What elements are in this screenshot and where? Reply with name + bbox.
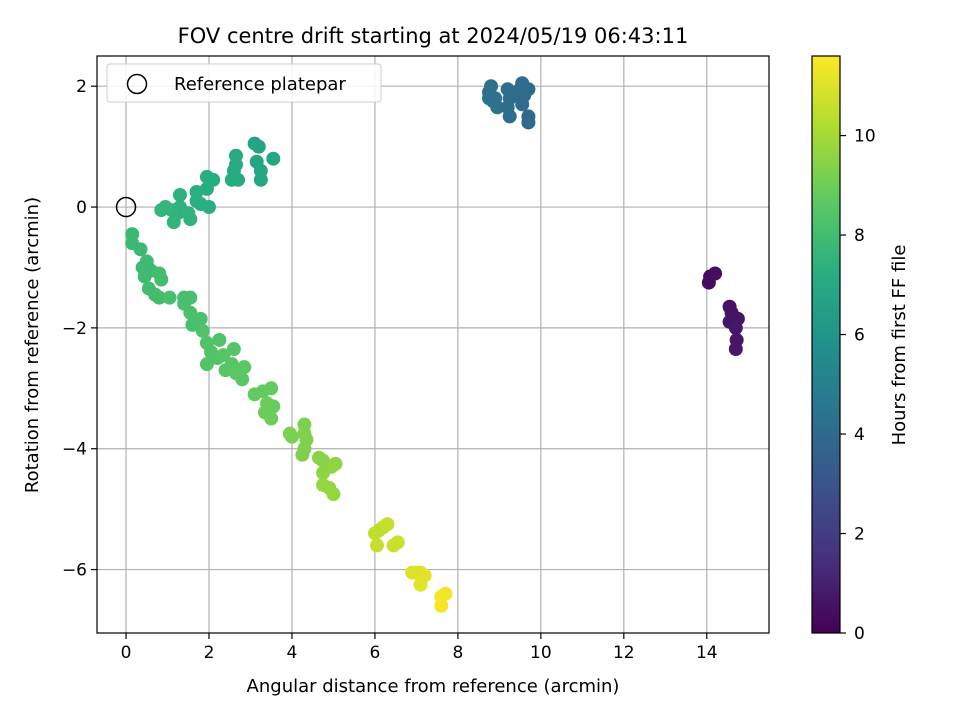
x-tick-label: 2	[204, 643, 215, 663]
data-point	[202, 200, 216, 215]
data-point	[515, 97, 530, 112]
y-tick-label: −4	[62, 440, 87, 460]
x-tick-label: 14	[696, 643, 718, 663]
colorbar-tick-label: 10	[854, 127, 876, 147]
data-point	[264, 411, 279, 426]
colorbar-tick-label: 2	[854, 525, 865, 545]
colorbar-label: Hours from first FF file	[889, 245, 910, 446]
data-point	[728, 342, 743, 357]
data-point	[133, 242, 148, 257]
data-point	[137, 269, 152, 284]
data-point	[728, 320, 743, 335]
data-point	[172, 187, 187, 202]
data-point	[152, 290, 167, 305]
data-point	[521, 82, 536, 97]
data-point	[235, 372, 250, 387]
colorbar-gradient	[811, 55, 841, 634]
legend-box	[106, 63, 382, 103]
data-point	[158, 200, 173, 215]
colorbar-tick-label: 4	[854, 425, 865, 445]
grid	[97, 56, 769, 633]
colorbar-tick-label: 0	[854, 624, 865, 644]
colorbar-tick-label: 6	[854, 326, 865, 346]
y-axis-ticks: −6 −4 −2 0 2	[62, 77, 97, 581]
data-point	[390, 535, 405, 550]
data-point	[154, 272, 169, 287]
data-point	[212, 332, 227, 347]
x-axis-label: Angular distance from reference (arcmin)	[247, 676, 620, 697]
colorbar-ticks: 0 2 4 6 8 10	[840, 127, 876, 644]
data-point	[251, 139, 266, 154]
x-tick-label: 0	[121, 643, 132, 663]
data-points	[125, 76, 745, 613]
data-point	[486, 94, 501, 109]
data-point	[266, 151, 281, 166]
x-tick-label: 12	[613, 643, 635, 663]
plot-frame	[96, 55, 770, 634]
data-point	[502, 109, 517, 124]
data-point	[183, 290, 198, 305]
data-point	[264, 381, 279, 396]
data-point	[708, 266, 723, 281]
x-tick-label: 6	[370, 643, 381, 663]
data-point	[199, 357, 214, 372]
data-point	[295, 447, 310, 462]
colorbar: 0 2 4 6 8 10 Hours from first FF file	[811, 55, 910, 644]
data-point	[380, 517, 395, 532]
x-tick-label: 4	[287, 643, 298, 663]
data-point	[413, 577, 428, 592]
legend[interactable]: Reference platepar	[106, 63, 382, 103]
data-point	[326, 487, 341, 502]
y-axis-label: Rotation from reference (arcmin)	[22, 197, 43, 493]
data-point	[231, 172, 246, 187]
chart-title: FOV centre drift starting at 2024/05/19 …	[178, 24, 689, 48]
colorbar-tick-label: 8	[854, 226, 865, 246]
data-point	[183, 305, 198, 320]
data-point	[434, 598, 449, 613]
y-tick-label: −2	[62, 319, 87, 339]
reference-marker	[115, 196, 137, 218]
reference-point	[115, 196, 137, 218]
data-point	[226, 342, 241, 357]
data-point	[521, 115, 536, 130]
x-axis-ticks: 0 2 4 6 8 10 12 14	[121, 633, 718, 663]
legend-label: Reference platepar	[174, 74, 346, 95]
data-point	[183, 212, 198, 227]
data-point	[237, 360, 252, 375]
data-point	[193, 311, 208, 326]
data-point	[166, 215, 181, 230]
x-tick-label: 8	[452, 643, 463, 663]
y-tick-label: 2	[76, 77, 87, 97]
data-point	[438, 586, 453, 601]
data-point	[195, 323, 210, 338]
data-point	[253, 172, 268, 187]
legend-marker-icon	[126, 73, 148, 95]
y-tick-label: −6	[62, 561, 87, 581]
data-point	[370, 538, 384, 553]
data-point	[216, 348, 231, 363]
x-tick-label: 10	[530, 643, 552, 663]
data-point	[484, 79, 499, 94]
y-tick-label: 0	[76, 198, 87, 218]
data-point	[284, 429, 299, 444]
data-point	[328, 456, 343, 471]
data-point	[162, 290, 177, 305]
